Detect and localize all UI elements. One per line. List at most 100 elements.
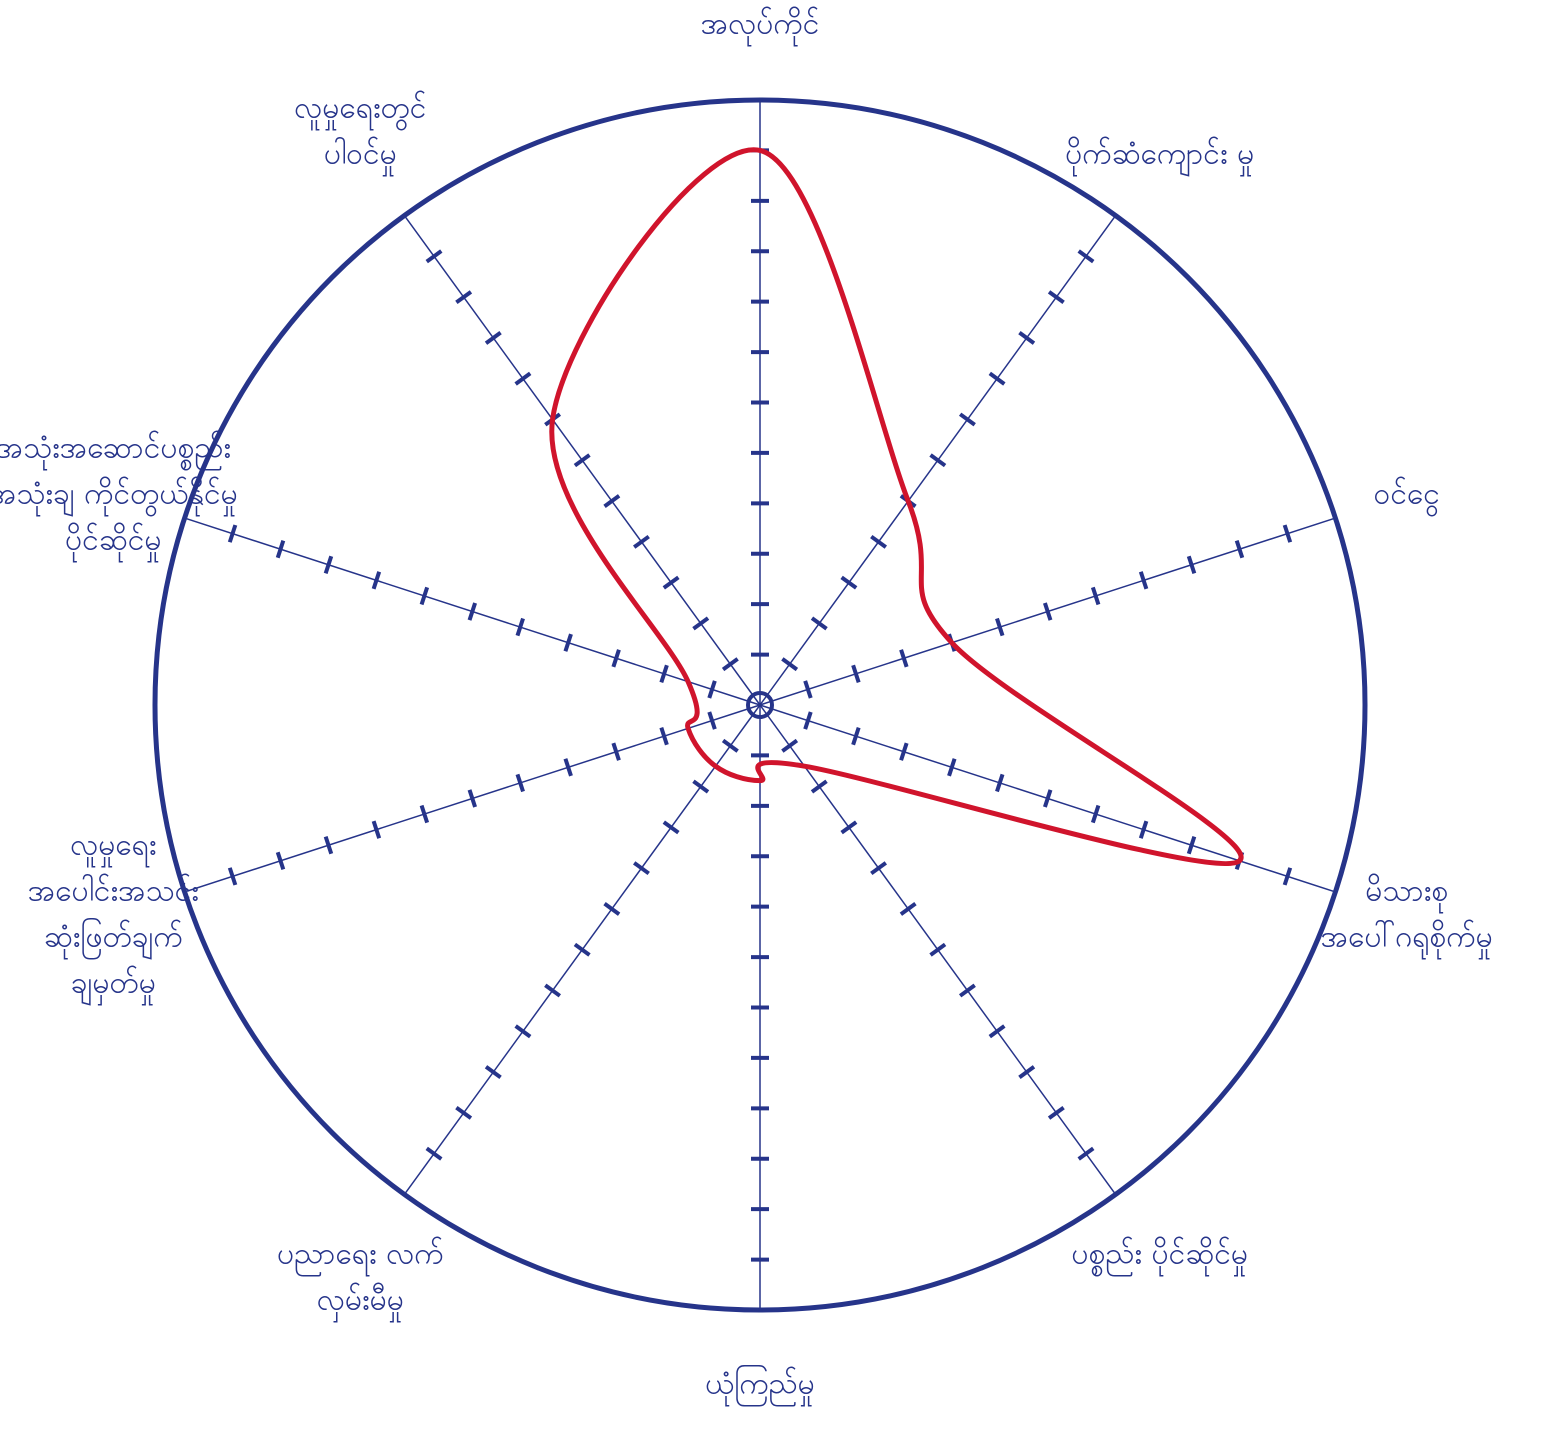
- tick-mark: [1043, 602, 1053, 621]
- tick-mark: [1186, 555, 1197, 574]
- tick-mark: [1047, 1105, 1065, 1120]
- tick-mark: [514, 1024, 532, 1039]
- tick-mark: [275, 540, 286, 559]
- tick-mark: [467, 789, 477, 808]
- tick-mark: [1018, 331, 1036, 345]
- tick-mark: [929, 942, 947, 957]
- tick-mark: [803, 711, 813, 730]
- tick-mark: [851, 664, 861, 684]
- tick-mark: [721, 657, 739, 672]
- axis-label: ပစ္စည်း ပိုင်ဆိုင်မှု: [1071, 1237, 1248, 1278]
- tick-mark: [573, 942, 591, 957]
- tick-mark: [692, 779, 710, 794]
- axis-label: အပေါ်ဂရုစိုက်မှု: [1321, 919, 1493, 961]
- tick-mark: [810, 616, 828, 631]
- tick-mark: [467, 602, 477, 621]
- tick-mark: [227, 867, 238, 886]
- tick-mark: [563, 633, 573, 652]
- tick-mark: [707, 711, 717, 730]
- series-outline: [549, 147, 1244, 867]
- tick-mark: [929, 453, 947, 468]
- tick-mark: [1186, 836, 1197, 855]
- tick-mark: [899, 649, 909, 668]
- axis-label: ယုံကြည်မှု: [705, 1365, 815, 1408]
- tick-mark: [611, 649, 621, 668]
- tick-mark: [803, 680, 813, 699]
- tick-mark: [662, 575, 680, 590]
- tick-mark: [455, 1105, 473, 1120]
- tick-mark: [870, 534, 887, 549]
- tick-mark: [870, 861, 887, 876]
- tick-mark: [275, 851, 286, 870]
- tick-mark: [1077, 1146, 1095, 1161]
- tick-mark: [1077, 249, 1095, 264]
- tick-mark: [425, 249, 443, 264]
- axis-label: အသုံးအဆောင်ပစ္စည်း: [0, 430, 231, 471]
- axis-label: အပေါင်းအသင်း: [28, 873, 199, 909]
- tick-mark: [1138, 820, 1149, 839]
- tick-mark: [603, 494, 621, 508]
- tick-mark: [484, 331, 502, 345]
- tick-mark: [899, 742, 909, 761]
- tick-mark: [851, 726, 861, 746]
- tick-mark: [988, 371, 1006, 386]
- tick-mark: [707, 680, 717, 699]
- tick-mark: [515, 773, 525, 793]
- axis-label: အသုံးချ ကိုင်တွယ်နိုင်မှု: [0, 476, 238, 517]
- tick-mark: [958, 983, 976, 998]
- axis-label: ပိုက်ဆံကျောင်း မှု: [1065, 136, 1254, 177]
- axis-label: ချမှတ်မှု: [71, 966, 156, 1007]
- axis-label: ပါဝင်မှု: [324, 135, 397, 177]
- tick-mark: [1043, 789, 1053, 808]
- tick-mark: [947, 758, 957, 777]
- tick-mark: [514, 371, 532, 386]
- tick-mark: [1234, 540, 1245, 559]
- tick-mark: [544, 983, 562, 998]
- tick-mark: [781, 657, 799, 672]
- tick-mark: [781, 738, 799, 753]
- tick-mark: [1282, 524, 1293, 543]
- tick-mark: [573, 453, 591, 468]
- tick-mark: [425, 1146, 443, 1161]
- tick-mark: [659, 664, 669, 684]
- tick-mark: [484, 1065, 502, 1079]
- tick-mark: [611, 742, 621, 761]
- tick-mark: [371, 571, 382, 590]
- tick-mark: [995, 617, 1005, 637]
- axis-label: လှမ်းမီမှု: [317, 1283, 404, 1324]
- tick-mark: [1047, 290, 1065, 305]
- tick-mark: [633, 534, 650, 549]
- axis-label: လူမှုရေး: [70, 828, 156, 869]
- axis-label: ဝင်ငွေ: [1374, 476, 1440, 517]
- tick-mark: [419, 804, 430, 824]
- tick-mark: [323, 555, 334, 574]
- tick-mark: [603, 902, 621, 916]
- tick-mark: [1138, 571, 1149, 590]
- tick-mark: [692, 616, 710, 631]
- tick-mark: [995, 773, 1005, 793]
- tick-mark: [563, 758, 573, 777]
- axis-label: ဆုံးဖြတ်ချက်: [44, 918, 183, 961]
- tick-mark: [1018, 1065, 1036, 1079]
- tick-mark: [840, 820, 858, 835]
- tick-mark: [958, 412, 976, 427]
- axis-label: မိသားစု: [1365, 874, 1448, 915]
- tick-mark: [633, 861, 650, 876]
- tick-mark: [455, 290, 473, 305]
- tick-mark: [721, 738, 739, 753]
- tick-mark: [1282, 867, 1293, 886]
- tick-mark: [662, 820, 680, 835]
- axis-label: အလုပ်ကိုင်: [701, 7, 820, 48]
- tick-mark: [419, 586, 430, 606]
- tick-mark: [515, 617, 525, 637]
- tick-mark: [227, 524, 238, 543]
- axis-label: ပိုင်ဆိုင်မှု: [65, 522, 162, 563]
- axis-label: ပညာရေး လက်: [277, 1237, 444, 1278]
- tick-mark: [1090, 586, 1101, 606]
- tick-mark: [899, 902, 917, 916]
- tick-mark: [659, 726, 669, 746]
- tick-mark: [323, 836, 334, 855]
- tick-mark: [810, 779, 828, 794]
- tick-mark: [371, 820, 382, 839]
